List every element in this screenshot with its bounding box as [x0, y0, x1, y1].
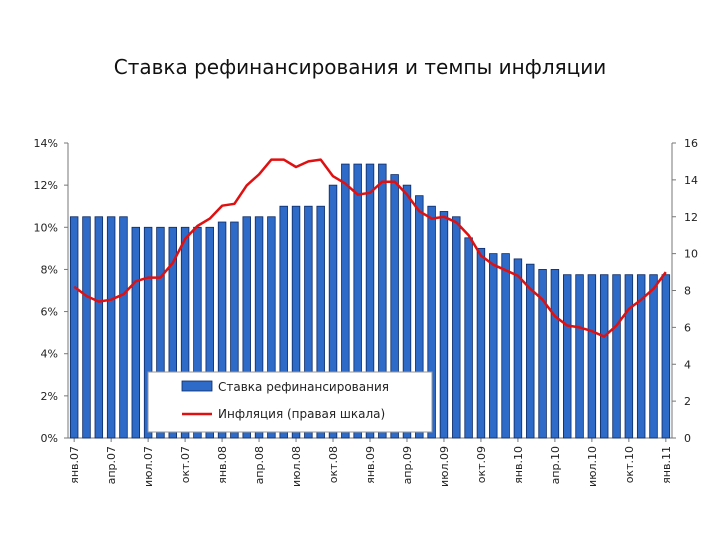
x-tick-label: июл.10: [586, 446, 599, 487]
bar: [489, 253, 498, 439]
legend-bar-swatch: [181, 380, 213, 392]
bar: [69, 216, 79, 439]
left-tick-label: 4%: [41, 348, 58, 361]
x-tick-label: июл.07: [142, 446, 155, 487]
x-tick-label: апр.08: [253, 446, 266, 484]
left-tick-label: 14%: [34, 137, 58, 150]
bar: [550, 269, 560, 439]
bar: [649, 274, 658, 439]
right-tick-label: 12: [684, 211, 698, 224]
bar: [304, 205, 313, 439]
bar: [119, 216, 128, 439]
bar: [538, 269, 547, 439]
left-tick-label: 10%: [34, 221, 58, 234]
bar: [131, 226, 141, 439]
x-tick-label: апр.09: [401, 446, 414, 484]
bar: [143, 226, 153, 439]
x-tick-label: окт.08: [327, 446, 340, 483]
bar: [205, 226, 214, 439]
bar: [279, 205, 288, 439]
x-tick-label: окт.07: [179, 446, 192, 483]
x-tick-label: апр.10: [549, 446, 562, 484]
bar: [94, 216, 104, 439]
x-tick-label: июл.09: [438, 446, 451, 487]
legend: Ставка рефинансирования Инфляция (правая …: [147, 371, 433, 433]
bar: [156, 226, 165, 439]
left-tick-label: 12%: [34, 179, 58, 192]
bar: [587, 274, 597, 439]
bar: [661, 274, 671, 439]
chart-title: Ставка рефинансирования и темпы инфляции: [113, 55, 607, 79]
bar: [402, 184, 412, 439]
bar: [217, 221, 227, 439]
bar: [575, 274, 584, 439]
bar: [254, 216, 264, 439]
bar: [353, 163, 362, 439]
bar: [599, 274, 609, 439]
right-tick-label: 2: [684, 395, 691, 408]
bar: [501, 253, 510, 439]
bar: [230, 221, 239, 439]
bar: [106, 216, 116, 439]
right-tick-label: 16: [684, 137, 698, 150]
x-tick-label: янв.09: [364, 446, 377, 484]
bar: [242, 216, 251, 439]
right-tick-label: 14: [684, 174, 698, 187]
x-tick-label: янв.10: [512, 446, 525, 484]
bar: [624, 274, 634, 439]
bar: [464, 237, 473, 439]
bar: [378, 163, 387, 439]
right-tick-label: 4: [684, 358, 691, 371]
bar: [291, 205, 301, 439]
inflation-line: [73, 158, 667, 338]
bar-series: [69, 163, 671, 439]
bar: [267, 216, 276, 439]
inflation-line-series: [73, 158, 667, 338]
x-tick-label: окт.09: [475, 446, 488, 483]
bar: [476, 247, 486, 439]
bar: [316, 205, 325, 439]
bar: [513, 258, 523, 439]
bar: [328, 184, 338, 439]
bar: [612, 274, 621, 439]
left-tick-label: 8%: [41, 263, 58, 276]
right-tick-label: 10: [684, 248, 698, 261]
x-tick-label: янв.11: [660, 446, 673, 484]
bar: [415, 195, 424, 439]
bar: [427, 205, 436, 439]
bar: [390, 174, 399, 439]
bar: [180, 226, 190, 439]
left-tick-label: 0%: [41, 432, 58, 445]
bar: [526, 263, 535, 439]
right-tick-label: 6: [684, 321, 691, 334]
bar: [82, 216, 91, 439]
bar: [636, 274, 646, 439]
x-tick-label: окт.10: [623, 446, 636, 483]
bar: [168, 226, 177, 439]
x-tick-label: янв.07: [68, 446, 81, 484]
left-tick-label: 2%: [41, 390, 58, 403]
bar: [365, 163, 375, 439]
right-tick-label: 0: [684, 432, 691, 445]
x-tick-label: июл.08: [290, 446, 303, 487]
bar: [563, 274, 572, 439]
bar: [439, 211, 449, 439]
bar: [341, 163, 350, 439]
right-tick-label: 8: [684, 285, 691, 298]
legend-label-refinancing-rate: Ставка рефинансирования: [218, 380, 389, 394]
x-tick-label: апр.07: [105, 446, 118, 484]
legend-label-inflation: Инфляция (правая шкала): [218, 407, 385, 421]
left-tick-label: 6%: [41, 306, 58, 319]
x-tick-label: янв.08: [216, 446, 229, 484]
bar: [452, 216, 461, 439]
